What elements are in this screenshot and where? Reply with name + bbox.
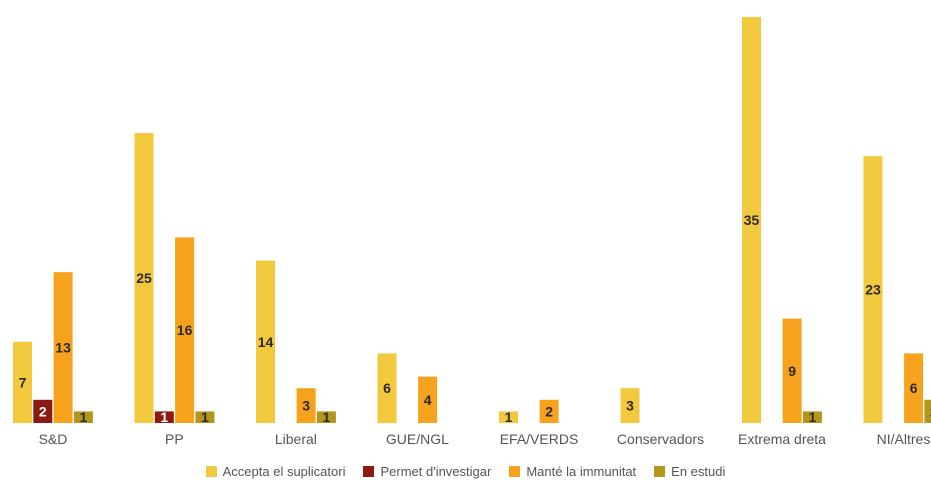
legend-label: Permet d'investigar xyxy=(380,463,492,479)
bar-ni-altres-accepta-el-suplicatori xyxy=(863,156,883,423)
bar-pp-accepta-el-suplicatori xyxy=(134,133,154,423)
bar-extrema-dreta-accepta-el-suplicatori xyxy=(742,17,761,423)
legend-item-mant-la-immunitat: Manté la immunitat xyxy=(509,464,636,479)
bar-s-d-permet-d-investigar xyxy=(33,399,53,423)
value-label-gue-ngl-accepta-el-suplicatori: 6 xyxy=(383,380,391,396)
value-labels-layer: 7213125116114316412335912362 xyxy=(19,212,931,425)
category-label-extrema-dreta: Extrema dreta xyxy=(738,431,826,447)
bar-extrema-dreta-mant-la-immunitat xyxy=(782,318,802,423)
bar-gue-ngl-mant-la-immunitat xyxy=(418,376,438,423)
value-label-s-d-mant-la-immunitat: 13 xyxy=(55,340,71,356)
value-label-extrema-dreta-accepta-el-suplicatori: 35 xyxy=(744,212,760,228)
legend-swatch xyxy=(205,465,217,477)
value-label-ni-altres-mant-la-immunitat: 6 xyxy=(910,380,918,396)
bars-layer xyxy=(13,17,931,423)
bar-pp-mant-la-immunitat xyxy=(175,237,195,423)
bar-s-d-en-estudi xyxy=(73,411,93,423)
bar-pp-permet-d-investigar xyxy=(154,411,174,423)
value-label-s-d-en-estudi: 1 xyxy=(80,409,88,425)
category-label-s-d: S&D xyxy=(39,431,68,447)
legend-label: Accepta el suplicatori xyxy=(222,463,346,479)
value-label-s-d-permet-d-investigar: 2 xyxy=(39,403,47,419)
value-label-pp-mant-la-immunitat: 16 xyxy=(177,322,193,338)
value-label-pp-en-estudi: 1 xyxy=(201,409,209,425)
bar-ni-altres-mant-la-immunitat xyxy=(904,353,924,423)
value-label-efa-verds-mant-la-immunitat: 2 xyxy=(545,403,553,419)
legend-item-accepta-el-suplicatori: Accepta el suplicatori xyxy=(205,463,346,479)
category-label-gue-ngl: GUE/NGL xyxy=(386,431,449,447)
bar-liberal-mant-la-immunitat xyxy=(296,388,316,423)
value-label-extrema-dreta-mant-la-immunitat: 9 xyxy=(788,363,796,379)
category-label-pp: PP xyxy=(165,431,184,447)
value-label-s-d-accepta-el-suplicatori: 7 xyxy=(19,374,27,390)
value-label-pp-accepta-el-suplicatori: 25 xyxy=(136,270,152,286)
legend-swatch xyxy=(363,465,375,477)
bar-ni-altres-en-estudi xyxy=(924,399,931,423)
category-labels-layer: S&D PP Liberal GUE/NGL EFA/VERDS Conservadors… xyxy=(39,431,931,447)
legend-swatch xyxy=(509,465,521,477)
grouped-bar-chart: 7213125116114316412335912362 S&DPPLibera… xyxy=(13,17,931,447)
bar-efa-verds-mant-la-immunitat xyxy=(539,399,559,423)
value-label-pp-permet-d-investigar: 1 xyxy=(160,409,168,425)
bar-pp-en-estudi xyxy=(195,411,215,423)
bar-extrema-dreta-en-estudi xyxy=(802,411,822,423)
value-label-ni-altres-accepta-el-suplicatori: 23 xyxy=(865,282,881,298)
value-label-liberal-accepta-el-suplicatori: 14 xyxy=(258,334,274,350)
bar-s-d-mant-la-immunitat xyxy=(53,272,73,423)
bar-s-d-accepta-el-suplicatori xyxy=(13,341,32,423)
category-label-efa-verds: EFA/VERDS xyxy=(500,431,579,447)
legend-item-permet-d-investigar: Permet d'investigar xyxy=(363,464,491,479)
value-label-liberal-mant-la-immunitat: 3 xyxy=(302,398,310,414)
bar-gue-ngl-accepta-el-suplicatori xyxy=(377,353,397,423)
bar-efa-verds-accepta-el-suplicatori xyxy=(499,411,518,423)
value-label-liberal-en-estudi: 1 xyxy=(323,409,331,425)
value-label-conservadors-accepta-el-suplicatori: 3 xyxy=(626,398,634,414)
legend: Accepta el suplicatori Permet d'investiga… xyxy=(0,460,931,482)
legend-item-en-estudi: En estudi xyxy=(654,464,725,479)
bar-liberal-accepta-el-suplicatori xyxy=(256,260,275,423)
legend-label: Manté la immunitat xyxy=(526,463,637,479)
category-label-ni-altres: NI/Altres xyxy=(877,431,931,447)
legend-swatch xyxy=(654,465,666,477)
category-label-liberal: Liberal xyxy=(275,431,317,447)
value-label-extrema-dreta-en-estudi: 1 xyxy=(809,409,817,425)
bar-conservadors-accepta-el-suplicatori xyxy=(620,388,640,423)
category-label-conservadors: Conservadors xyxy=(617,431,704,447)
legend-label: En estudi xyxy=(671,463,726,479)
value-label-gue-ngl-mant-la-immunitat: 4 xyxy=(424,392,432,408)
value-label-efa-verds-accepta-el-suplicatori: 1 xyxy=(505,409,513,425)
bar-liberal-en-estudi xyxy=(316,411,336,423)
